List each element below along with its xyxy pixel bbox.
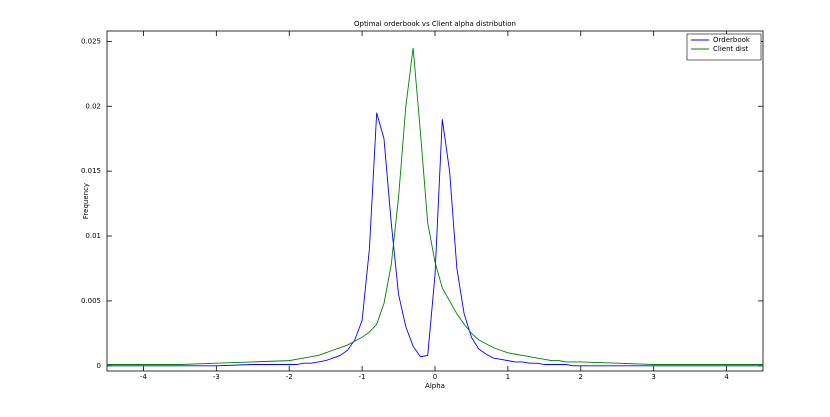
x-tick-label: -2 (286, 373, 293, 381)
data-line (107, 112, 763, 367)
data-line (107, 47, 763, 365)
x-tick-label: -3 (213, 373, 220, 381)
x-tick-label: 2 (579, 373, 583, 381)
x-tick-label: 4 (724, 373, 729, 381)
y-tick-label: 0.005 (81, 297, 101, 305)
chart-title: Optimal orderbook vs Client alpha distri… (354, 20, 516, 28)
x-axis-label: Alpha (425, 382, 445, 390)
legend-label: Client dist (713, 45, 749, 53)
x-tick-label: 0 (433, 373, 437, 381)
y-axis-label: Frequency (82, 183, 90, 219)
y-tick-label: 0.02 (85, 102, 101, 110)
x-tick-label: -1 (359, 373, 366, 381)
x-tick-label: -4 (140, 373, 148, 381)
y-tick-label: 0.01 (85, 232, 101, 240)
x-tick-label: 3 (651, 373, 655, 381)
legend-label: Orderbook (713, 36, 751, 44)
y-tick-label: 0.025 (81, 37, 101, 45)
y-tick-label: 0 (97, 362, 101, 370)
y-tick-label: 0.015 (81, 167, 101, 175)
legend-box (686, 33, 762, 61)
x-tick-label: 1 (506, 373, 510, 381)
